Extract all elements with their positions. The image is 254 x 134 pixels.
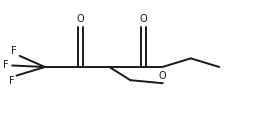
Text: O: O xyxy=(77,14,84,24)
Text: F: F xyxy=(11,46,17,56)
Text: O: O xyxy=(158,71,166,81)
Text: O: O xyxy=(140,14,148,24)
Text: F: F xyxy=(3,60,9,70)
Text: F: F xyxy=(9,76,15,86)
